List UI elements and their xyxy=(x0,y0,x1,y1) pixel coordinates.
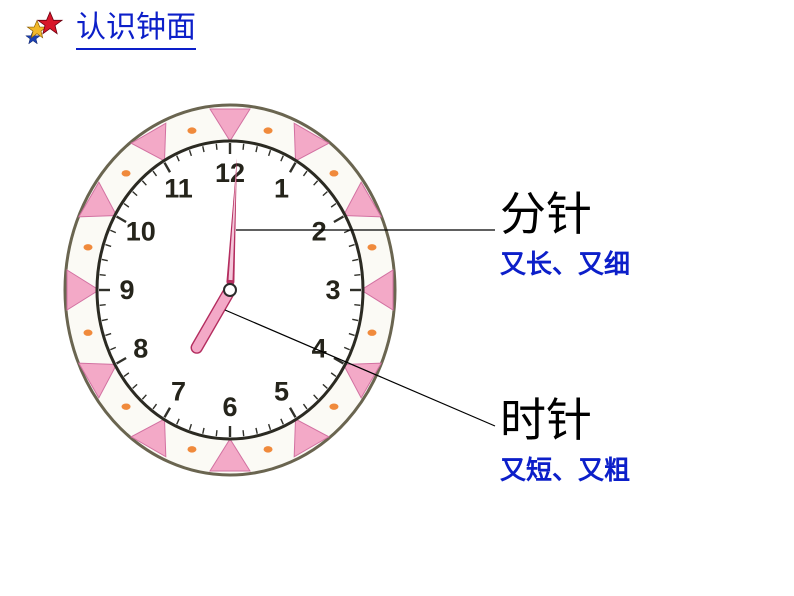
svg-text:5: 5 xyxy=(274,376,289,406)
clock-pivot xyxy=(224,284,236,296)
page-root: 认识钟面 12 12 3 45 6 78 9 10 11 xyxy=(0,0,794,596)
svg-text:3: 3 xyxy=(325,275,340,305)
svg-text:1: 1 xyxy=(274,174,289,204)
page-title: 认识钟面 xyxy=(76,10,196,50)
svg-text:2: 2 xyxy=(312,217,327,247)
minute-label-small: 又长、又细 xyxy=(500,244,630,281)
svg-text:4: 4 xyxy=(312,334,327,364)
svg-text:9: 9 xyxy=(119,275,134,305)
minute-hand-label: 分针 又长、又细 xyxy=(500,192,630,281)
svg-text:10: 10 xyxy=(126,217,156,247)
hour-label-big: 时针 xyxy=(500,398,630,444)
star-cluster-icon xyxy=(20,8,70,52)
svg-text:11: 11 xyxy=(164,174,193,204)
minute-label-big: 分针 xyxy=(500,192,630,238)
svg-text:8: 8 xyxy=(133,334,148,364)
clock-svg: 12 12 3 45 6 78 9 10 11 xyxy=(60,100,400,480)
hour-hand-label: 时针 又短、又粗 xyxy=(500,398,630,487)
svg-text:7: 7 xyxy=(171,376,186,406)
svg-text:6: 6 xyxy=(222,392,237,422)
clock: 12 12 3 45 6 78 9 10 11 xyxy=(60,100,400,480)
hour-label-small: 又短、又粗 xyxy=(500,450,630,487)
header: 认识钟面 xyxy=(20,8,196,52)
svg-text:12: 12 xyxy=(215,158,245,188)
